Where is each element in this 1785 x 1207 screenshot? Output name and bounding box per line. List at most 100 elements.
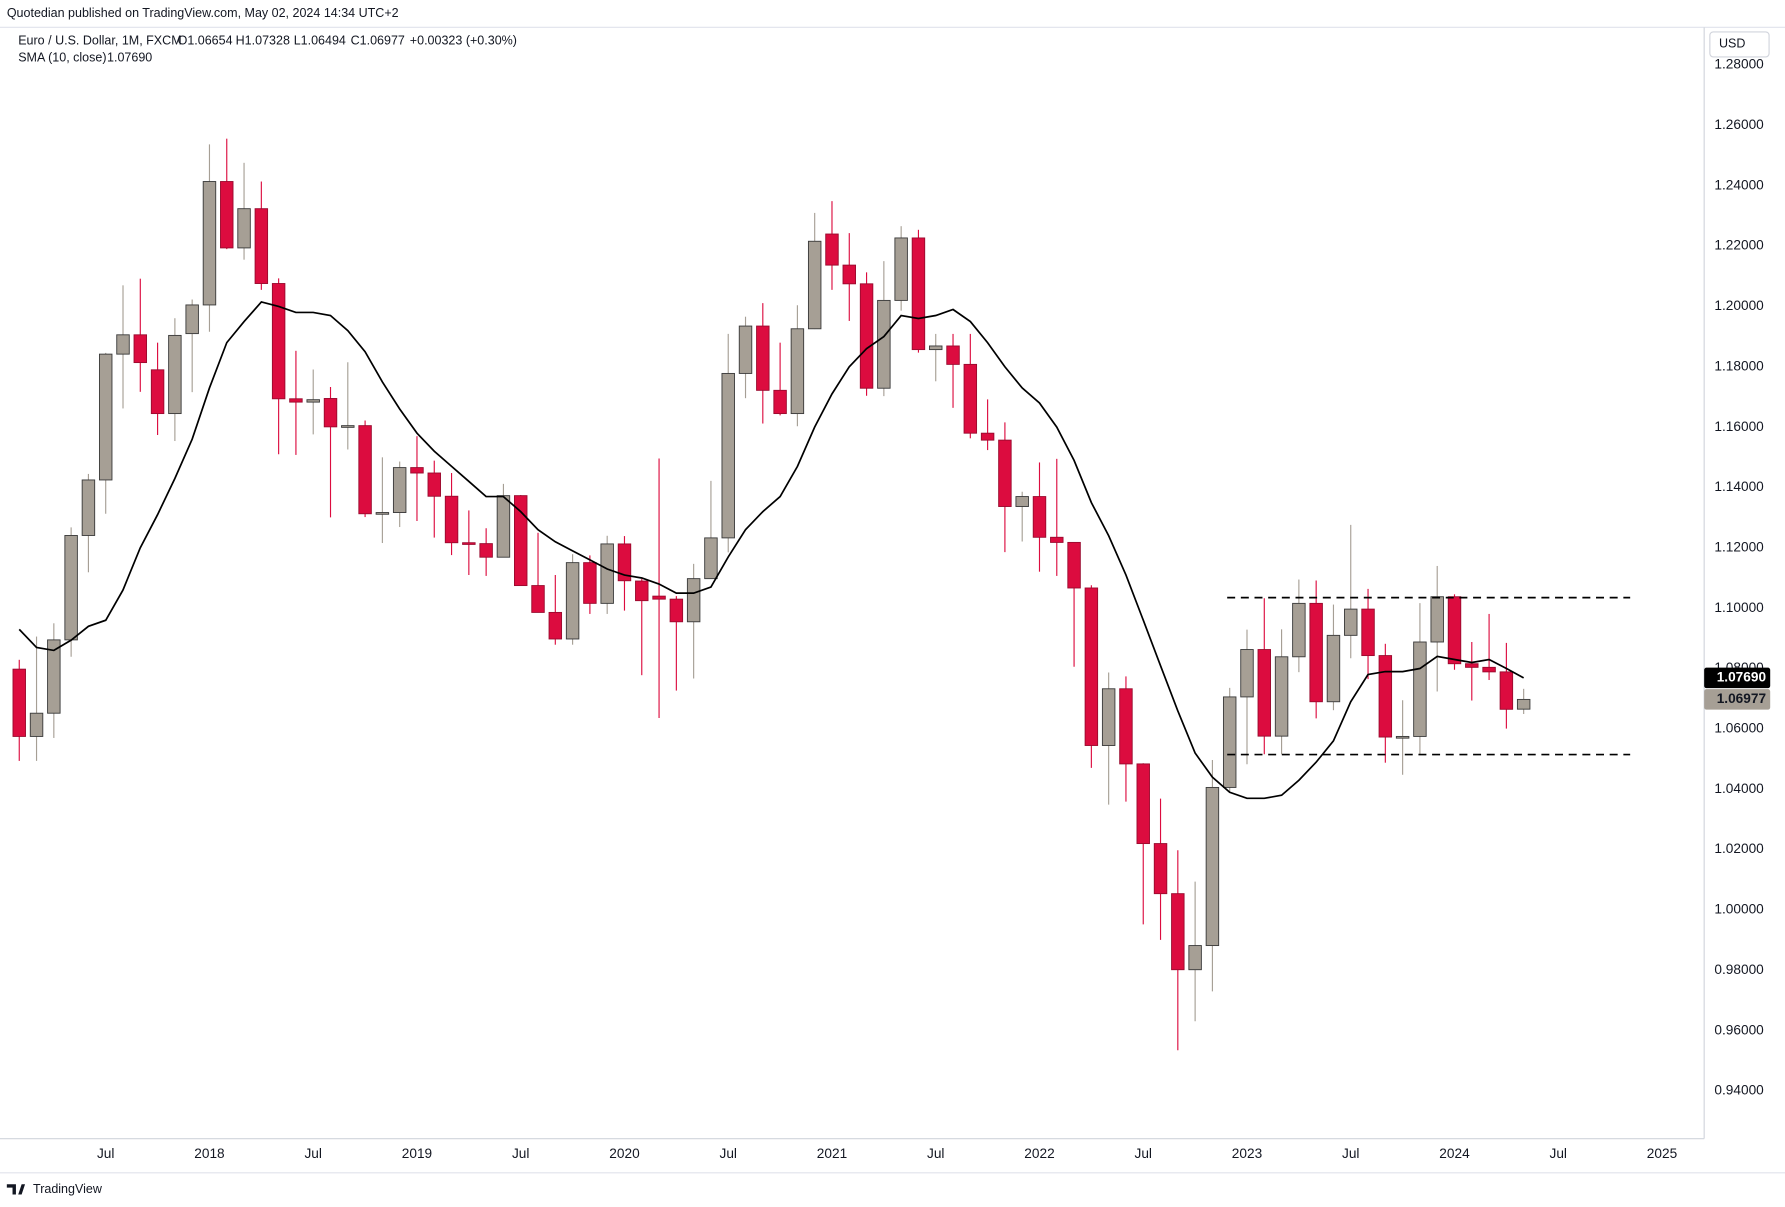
candle-body: [1413, 641, 1427, 737]
footer-brand: TradingView: [33, 1182, 103, 1196]
candle-body: [998, 439, 1012, 507]
candle-body: [47, 639, 61, 714]
last-price-label-box: [1704, 689, 1771, 710]
candle-body: [686, 578, 701, 623]
candle-body: [1240, 649, 1254, 698]
candle-body: [462, 542, 476, 545]
candle-body: [81, 479, 96, 536]
candle-body: [531, 585, 545, 613]
candle-body: [1101, 688, 1116, 746]
y-tick-label: 1.02000: [1714, 841, 1764, 856]
candle-body: [1292, 602, 1306, 658]
candle-body: [116, 334, 130, 355]
candle-body: [1136, 763, 1150, 845]
x-tick-label: Jul: [304, 1146, 321, 1161]
candle-body: [254, 208, 269, 284]
candle-body: [323, 398, 338, 428]
candle-body: [669, 598, 684, 623]
candle-body: [98, 353, 113, 481]
candle-body: [1465, 663, 1479, 668]
y-tick-label: 1.22000: [1714, 238, 1764, 253]
candle-body: [185, 304, 199, 335]
candle-body: [980, 432, 995, 441]
x-tick-label: 2018: [194, 1146, 224, 1161]
x-tick-label: 2020: [609, 1146, 640, 1161]
candle-body: [790, 328, 805, 415]
header: Quotedian published on TradingView.com, …: [7, 6, 399, 20]
candle-body: [1447, 596, 1462, 665]
legend-low: L1.06494: [294, 33, 346, 47]
currency-box[interactable]: [1709, 31, 1770, 58]
candle-body: [1084, 587, 1099, 746]
candle-body: [617, 543, 632, 582]
candle-body: [756, 325, 770, 391]
candle-body: [1188, 945, 1202, 971]
candle-body: [444, 495, 459, 544]
candle-body: [237, 208, 251, 249]
y-tick-label: 1.20000: [1714, 298, 1764, 313]
y-tick-label: 0.94000: [1714, 1083, 1764, 1098]
candle-body: [807, 240, 822, 330]
candle-body: [220, 181, 234, 249]
candle-body: [1119, 688, 1133, 765]
candle-body: [514, 495, 528, 587]
legend-symbol: Euro / U.S. Dollar, 1M, FXCM: [18, 33, 181, 47]
y-tick-label: 1.14000: [1714, 479, 1764, 494]
candle-body: [1395, 735, 1410, 739]
candle-body: [565, 562, 580, 640]
candle-body: [168, 334, 182, 415]
y-tick-label: 1.00000: [1714, 902, 1764, 917]
currency[interactable]: USD: [1719, 37, 1745, 51]
sma-line: [18, 301, 1525, 800]
y-tick-label: 1.04000: [1714, 781, 1764, 796]
x-tick-label: 2023: [1232, 1146, 1262, 1161]
y-tick-label: 1.18000: [1714, 358, 1764, 373]
plot-area: [12, 138, 1631, 1051]
candle-body: [1153, 843, 1168, 895]
candle-body: [1378, 655, 1393, 738]
y-tick-label: 1.28000: [1714, 57, 1764, 72]
x-tick-label: 2025: [1647, 1146, 1678, 1161]
candle-body: [1516, 698, 1531, 710]
last-price-label: 1.06977: [1717, 691, 1766, 706]
candle-body: [911, 237, 926, 351]
x-tick-label: Jul: [1342, 1146, 1359, 1161]
candle-body: [1222, 696, 1237, 788]
candle-body: [496, 495, 511, 558]
candle-body: [1171, 893, 1185, 971]
candle-body: [12, 668, 26, 737]
candle-body: [1309, 602, 1323, 703]
candle-body: [894, 237, 908, 301]
candle-body: [306, 399, 320, 403]
y-tick-label: 0.98000: [1714, 962, 1764, 977]
candle-body: [271, 283, 286, 400]
legend-sma-name: SMA (10, close): [18, 50, 106, 64]
candle-body: [600, 543, 614, 604]
candle-body: [410, 467, 424, 474]
y-tick-label: 1.16000: [1714, 419, 1764, 434]
candle-body: [548, 611, 563, 640]
candle-body: [842, 264, 856, 285]
sma-price-label: 1.07690: [1717, 670, 1767, 685]
candle-body: [635, 580, 649, 602]
x-tick-label: Jul: [97, 1146, 114, 1161]
x-tick-label: Jul: [927, 1146, 944, 1161]
candle-body: [583, 562, 597, 604]
legend-sma-value: 1.07690: [107, 50, 152, 64]
candle-body: [738, 325, 753, 374]
candle-body: [64, 535, 78, 641]
candle-body: [1032, 496, 1047, 538]
candle-body: [859, 283, 874, 389]
x-tick-label: 2022: [1024, 1146, 1054, 1161]
y-tick-label: 1.06000: [1714, 721, 1764, 736]
candle-body: [202, 181, 217, 306]
candle-body: [825, 233, 839, 266]
x-tick-label: Jul: [1550, 1146, 1567, 1161]
x-tick-label: 2024: [1439, 1146, 1470, 1161]
candle-body: [133, 334, 148, 364]
candle-body: [963, 363, 978, 434]
candle-body: [1430, 596, 1444, 643]
